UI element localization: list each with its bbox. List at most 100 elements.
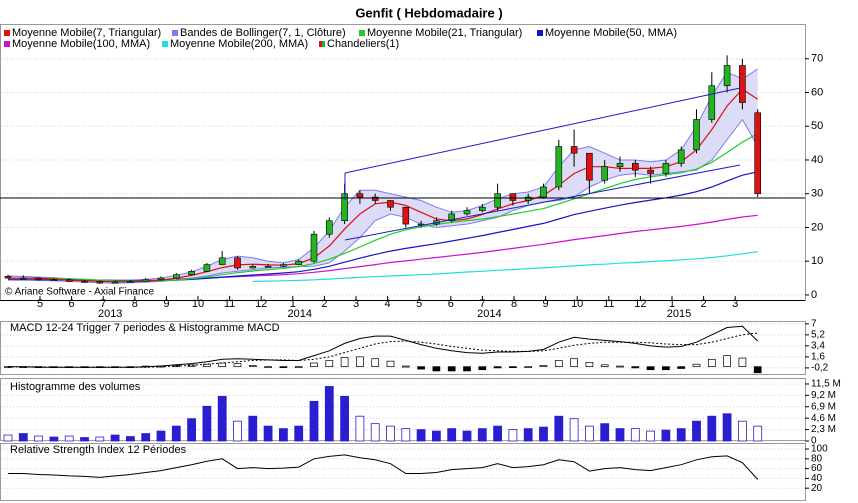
volume-bar — [233, 420, 242, 442]
x-tick-label: 9 — [163, 298, 169, 310]
candle-body — [723, 65, 731, 87]
histogram-bar — [356, 356, 364, 368]
candle-body — [50, 279, 58, 282]
legend-swatch — [322, 41, 325, 47]
y-tick-label: 9,2 M — [811, 390, 836, 401]
candle-body — [693, 119, 700, 151]
candle-body — [325, 220, 333, 235]
candle-body — [708, 85, 716, 120]
x-tick-label: 8 — [511, 298, 517, 310]
candle-body — [509, 193, 517, 201]
volume-bar — [477, 428, 487, 442]
volume-bar — [263, 425, 273, 442]
y-tick-label: 40 — [811, 154, 823, 166]
x-tick-label: 11 — [603, 298, 614, 310]
volume-bar — [401, 428, 411, 442]
volume-bar — [493, 425, 503, 442]
histogram-bar — [417, 366, 425, 370]
x-tick-label: 5 — [416, 298, 422, 310]
year-label: 2013 — [98, 308, 122, 320]
volume-bar — [34, 435, 43, 442]
x-tick-label: 10 — [192, 298, 204, 310]
volume-bar — [3, 434, 13, 442]
histogram-bar — [203, 363, 211, 368]
volume-bar — [722, 413, 732, 442]
candle-body — [570, 146, 578, 154]
legend-swatch — [537, 30, 543, 36]
histogram-bar — [310, 362, 318, 368]
year-label: 2014 — [477, 308, 501, 320]
x-tick-label: 3 — [353, 298, 359, 310]
volume-bar — [355, 415, 365, 442]
volume-bar — [554, 415, 564, 442]
y-tick-label: 0 — [811, 289, 817, 301]
x-tick-label: 12 — [634, 298, 646, 310]
volume-bar — [630, 428, 640, 442]
histogram-bar — [340, 357, 349, 368]
histogram-bar — [600, 364, 609, 368]
x-tick-label: 8 — [132, 298, 138, 310]
candle-body — [249, 265, 257, 269]
histogram-bar — [539, 365, 548, 368]
x-tick-label: 1 — [669, 298, 675, 310]
volume-bar — [386, 425, 395, 442]
histogram-bar — [677, 366, 686, 369]
histogram-bar — [432, 366, 441, 372]
candle-body — [739, 65, 746, 103]
legend-swatch — [4, 30, 10, 36]
candle-body — [81, 281, 88, 283]
x-tick-label: 2 — [701, 298, 707, 310]
histogram-bar — [554, 360, 563, 368]
candle-body — [310, 233, 318, 262]
volume-bar — [539, 426, 548, 442]
volume-bar — [202, 405, 212, 442]
histogram-bar — [279, 366, 288, 369]
histogram-bar — [723, 355, 731, 368]
x-tick-label: 6 — [448, 298, 454, 310]
volume-bar — [248, 415, 258, 442]
candle-body — [616, 163, 624, 168]
candle-body — [127, 281, 134, 283]
year-label: 2014 — [288, 308, 312, 320]
x-tick-label: 4 — [385, 298, 391, 310]
candle-body — [524, 196, 532, 201]
legend-swatch — [359, 30, 365, 36]
volume-bar — [416, 429, 426, 442]
legend-label: Moyenne Mobile(200, MMA) — [170, 38, 308, 50]
y-tick-label: 7 — [811, 318, 817, 329]
histogram-bar — [509, 366, 517, 369]
y-tick-label: 50 — [811, 120, 823, 132]
candle-body — [280, 264, 287, 267]
volume-bar — [156, 430, 166, 442]
y-tick-label: 80 — [811, 453, 823, 464]
legend-label: Chandeliers(1) — [327, 38, 399, 50]
candle-body — [111, 281, 119, 284]
legend-label: Moyenne Mobile(21, Triangular) — [367, 27, 522, 39]
candle-body — [4, 276, 12, 279]
volume-bar — [738, 420, 747, 442]
volume-bar — [661, 429, 671, 442]
histogram-bar — [478, 366, 487, 371]
volume-bar — [707, 415, 717, 442]
histogram-bar — [738, 357, 747, 368]
histogram-bar — [616, 365, 624, 368]
legend-label: Moyenne Mobile(7, Triangular) — [12, 27, 161, 39]
y-tick-label: 4,6 M — [811, 413, 836, 424]
x-tick-label: 9 — [543, 298, 549, 310]
x-tick-label: 7 — [479, 298, 485, 310]
volume-bar — [64, 435, 74, 442]
x-tick-label: 6 — [69, 298, 75, 310]
y-tick-label: 2,3 M — [811, 424, 836, 435]
legend-swatch — [319, 41, 322, 47]
candle-body — [203, 264, 211, 272]
volume-bar — [523, 428, 533, 442]
legend-swatch — [172, 30, 178, 36]
histogram-bar — [218, 362, 227, 368]
candle-body — [371, 196, 379, 201]
volume-bar — [49, 436, 59, 442]
candle-body — [601, 166, 609, 181]
histogram-bar — [631, 366, 640, 369]
volume-bar — [187, 418, 197, 442]
volume-bar — [447, 428, 457, 442]
